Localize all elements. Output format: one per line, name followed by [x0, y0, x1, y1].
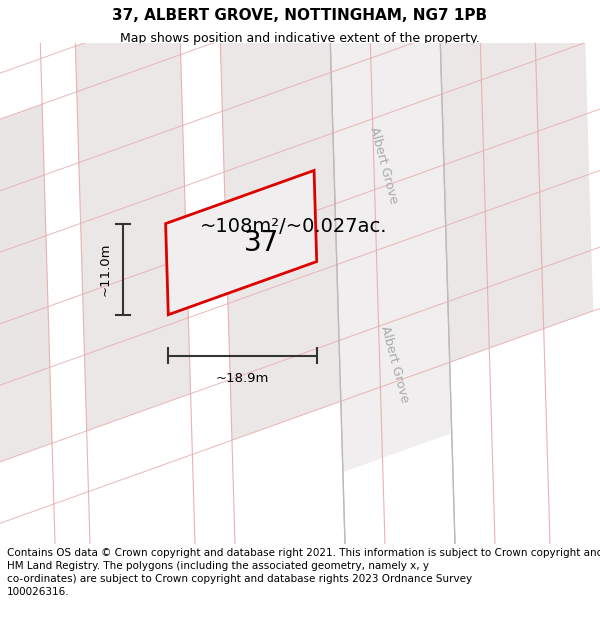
Polygon shape — [485, 174, 592, 288]
Text: ~108m²/~0.027ac.: ~108m²/~0.027ac. — [200, 217, 388, 236]
Polygon shape — [444, 151, 485, 226]
Text: ~11.0m: ~11.0m — [99, 242, 112, 296]
Polygon shape — [0, 175, 46, 255]
Polygon shape — [487, 250, 593, 348]
Polygon shape — [80, 186, 187, 294]
Polygon shape — [446, 211, 487, 301]
Text: Albert Grove: Albert Grove — [367, 126, 400, 205]
Text: 37: 37 — [244, 229, 279, 257]
Polygon shape — [228, 264, 339, 379]
Polygon shape — [85, 318, 191, 431]
Polygon shape — [0, 236, 48, 326]
Text: Contains OS data © Crown copyright and database right 2021. This information is : Contains OS data © Crown copyright and d… — [7, 548, 600, 598]
Polygon shape — [438, 0, 479, 33]
Polygon shape — [0, 236, 48, 344]
Polygon shape — [76, 9, 181, 92]
Polygon shape — [230, 341, 341, 440]
Polygon shape — [481, 42, 587, 151]
Polygon shape — [0, 104, 44, 194]
Polygon shape — [0, 307, 50, 404]
Polygon shape — [440, 19, 481, 94]
Text: 37, ALBERT GROVE, NOTTINGHAM, NG7 1PB: 37, ALBERT GROVE, NOTTINGHAM, NG7 1PB — [112, 9, 488, 24]
Polygon shape — [77, 54, 183, 162]
Polygon shape — [166, 171, 317, 315]
Polygon shape — [83, 257, 188, 355]
Text: ~18.9m: ~18.9m — [216, 372, 269, 384]
Text: Map shows position and indicative extent of the property.: Map shows position and indicative extent… — [120, 32, 480, 45]
Polygon shape — [0, 368, 52, 462]
Polygon shape — [223, 72, 333, 172]
Polygon shape — [79, 126, 185, 223]
Polygon shape — [0, 104, 44, 212]
Polygon shape — [484, 114, 589, 211]
Polygon shape — [224, 133, 335, 243]
Polygon shape — [448, 288, 489, 362]
Polygon shape — [219, 0, 329, 41]
Polygon shape — [478, 0, 584, 19]
Polygon shape — [0, 175, 46, 273]
Polygon shape — [442, 80, 484, 165]
Text: Albert Grove: Albert Grove — [378, 325, 411, 404]
Polygon shape — [479, 0, 586, 80]
Polygon shape — [326, 0, 452, 472]
Polygon shape — [0, 307, 50, 387]
Polygon shape — [226, 204, 337, 304]
Polygon shape — [220, 1, 331, 111]
